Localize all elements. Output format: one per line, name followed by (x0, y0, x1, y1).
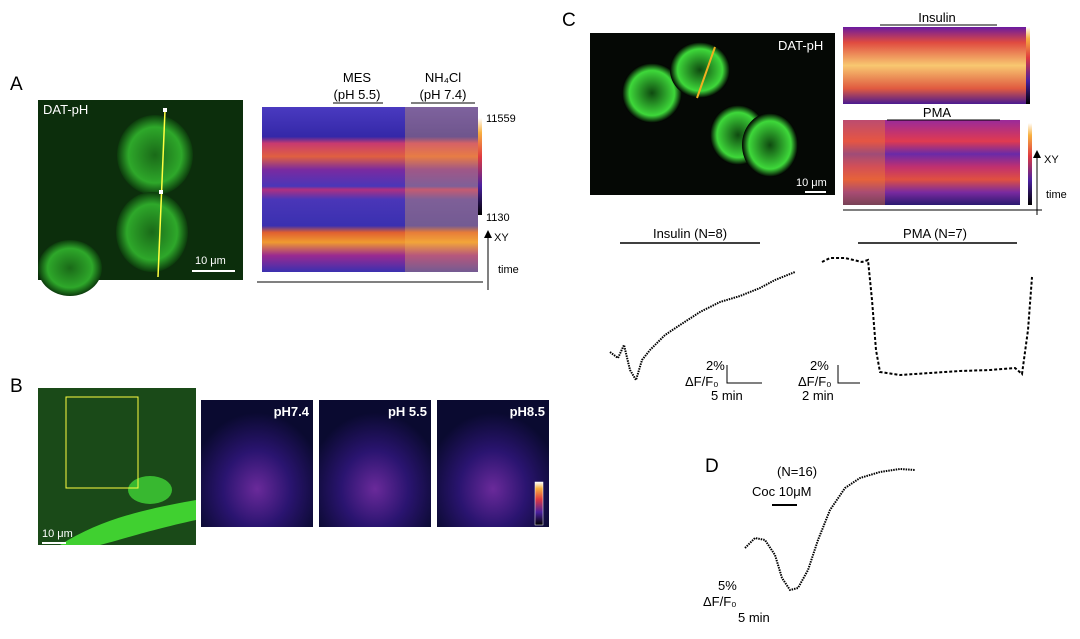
trace-title: Insulin (N=8) (653, 226, 727, 241)
scale-label: 10 μm (195, 255, 226, 267)
cell (670, 42, 730, 98)
trace (609, 271, 796, 383)
kymograph (843, 120, 1020, 205)
colorbar-max: 11559 (486, 113, 516, 125)
ph-label: pH7.4 (274, 404, 310, 419)
cell (38, 240, 102, 296)
trace-title: PMA (N=7) (903, 226, 967, 241)
axis-label: XY (494, 232, 509, 244)
trace (821, 257, 1033, 377)
condition-ph: (pH 7.4) (420, 87, 467, 102)
colorbar (478, 118, 482, 215)
kymo-label: PMA (923, 105, 952, 120)
cell (116, 192, 188, 272)
line-scan (696, 46, 716, 99)
marker (163, 108, 167, 112)
condition: NH₄Cl (425, 70, 461, 85)
colorbar (1026, 27, 1030, 104)
colorbar (1028, 123, 1032, 205)
cell (117, 115, 193, 195)
ph-image (437, 400, 549, 527)
scale-y: 2% (810, 358, 829, 373)
axis-label: time (498, 264, 519, 276)
panel-label: C (562, 10, 576, 31)
cell (622, 63, 682, 123)
scale-x: 5 min (738, 610, 770, 625)
axis-label: time (1046, 189, 1067, 201)
roi-box (65, 396, 139, 489)
n-label: (N=16) (777, 464, 817, 479)
scale-label: 10 μm (42, 528, 73, 540)
colorbar (534, 481, 544, 526)
scale-bar (837, 365, 860, 384)
scale-unit: ΔF/F₀ (798, 374, 832, 389)
ph-label: pH 5.5 (388, 404, 427, 419)
cell (128, 476, 172, 504)
scale-label: 10 μm (796, 177, 827, 189)
kymo-label: Insulin (918, 10, 956, 25)
image-label: DAT-pH (43, 102, 88, 117)
kymograph-bright (843, 120, 885, 205)
scale-bar (726, 365, 762, 384)
drug-label: Coc 10μM (752, 484, 812, 499)
panel-label: B (10, 376, 23, 397)
neurite (60, 500, 196, 545)
panel-label: D (705, 456, 719, 477)
panel-label: A (10, 74, 23, 95)
scale-unit: ΔF/F₀ (685, 374, 719, 389)
scale-unit: ΔF/F₀ (703, 594, 737, 609)
ph-image (201, 400, 313, 527)
kymograph (843, 27, 1026, 104)
kymograph-bright (405, 107, 478, 272)
axis-label: XY (1044, 154, 1059, 166)
scale-y: 5% (718, 578, 737, 593)
scale-y: 2% (706, 358, 725, 373)
trace (744, 467, 916, 592)
cell (742, 113, 798, 177)
colorbar-min: 1130 (486, 212, 510, 224)
condition: MES (343, 70, 372, 85)
scale-x: 5 min (711, 388, 743, 403)
ph-image (319, 400, 431, 527)
arrow-head (484, 230, 492, 238)
image-label: DAT-pH (778, 38, 823, 53)
kymograph (262, 107, 478, 272)
arrow-head (1033, 150, 1041, 158)
ph-images: pH7.4 pH 5.5 pH8.5 (201, 400, 549, 527)
scale-x: 2 min (802, 388, 834, 403)
ph-label: pH8.5 (510, 404, 545, 419)
condition-ph: (pH 5.5) (334, 87, 381, 102)
marker (159, 190, 163, 194)
